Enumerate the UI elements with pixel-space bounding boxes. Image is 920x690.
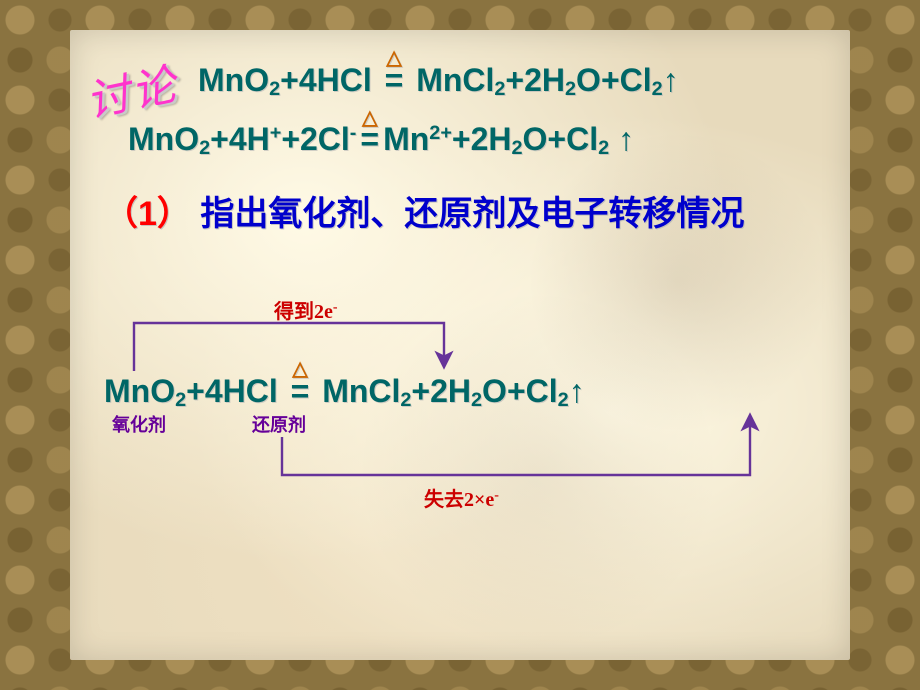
eq3-4hcl: 4HCl <box>205 373 278 409</box>
discuss-label: 讨论 <box>82 63 181 125</box>
eq3-cl2: Cl2 <box>526 373 569 409</box>
question-number: 1 <box>138 195 157 233</box>
equation-molecular: MnO2+4HCl = MnCl2+2H2O+Cl2↑ <box>198 62 822 99</box>
gain-electron-arrow <box>134 323 444 371</box>
eq2-2cl-: 2Cl- <box>300 121 356 157</box>
eq1-cl2: Cl2 <box>620 62 663 98</box>
eq1-mno2: MnO2 <box>198 62 280 98</box>
heat-equals-icon: = <box>381 62 408 99</box>
equation-annotated: MnO2+4HCl = MnCl2+2H2O+Cl2↑ <box>104 373 585 410</box>
lose-electron-arrow <box>282 417 750 475</box>
gain-electron-label: 得到2e- <box>274 295 338 324</box>
question-1: （1） 指出氧化剂、还原剂及电子转移情况 <box>104 186 822 235</box>
eq2-mno2: MnO2 <box>128 121 210 157</box>
eq2-4h+: 4H+ <box>229 121 282 157</box>
paren-open: （ <box>104 195 138 233</box>
eq1-2h2o: 2H2O <box>524 62 601 98</box>
gas-arrow-icon: ↑ <box>663 62 679 98</box>
eq1-4hcl: 4HCl <box>299 62 372 98</box>
eq2-cl2: Cl2 <box>566 121 609 157</box>
eq2-mn2+: Mn2+ <box>383 121 452 157</box>
reducer-label: 还原剂 <box>252 411 306 437</box>
gas-arrow-icon: ↑ <box>618 121 634 157</box>
heat-equals-icon: = <box>356 121 383 158</box>
gas-arrow-icon: ↑ <box>569 373 585 409</box>
question-text: 指出氧化剂、还原剂及电子转移情况 <box>200 195 744 233</box>
eq2-2h2o: 2H2O <box>471 121 548 157</box>
slide-content: 讨论 MnO2+4HCl = MnCl2+2H2O+Cl2↑ MnO2+4H++… <box>70 30 850 660</box>
equation-ionic: MnO2+4H++2Cl-=Mn2++2H2O+Cl2 ↑ <box>128 121 822 158</box>
heat-equals-icon: = <box>287 373 314 410</box>
oxidizer-label: 氧化剂 <box>112 411 166 437</box>
redox-diagram: 得到2e- MnO2+4HCl = MnCl2+2H2O+Cl2↑ 氧化剂 还原… <box>104 275 824 515</box>
eq3-mncl2: MnCl2 <box>322 373 411 409</box>
eq3-mno2: MnO2 <box>104 373 186 409</box>
eq3-2h2o: 2H2O <box>430 373 507 409</box>
eq1-mncl2: MnCl2 <box>416 62 505 98</box>
lose-electron-label: 失去2×e- <box>424 483 499 512</box>
paren-close: ） <box>157 195 191 233</box>
